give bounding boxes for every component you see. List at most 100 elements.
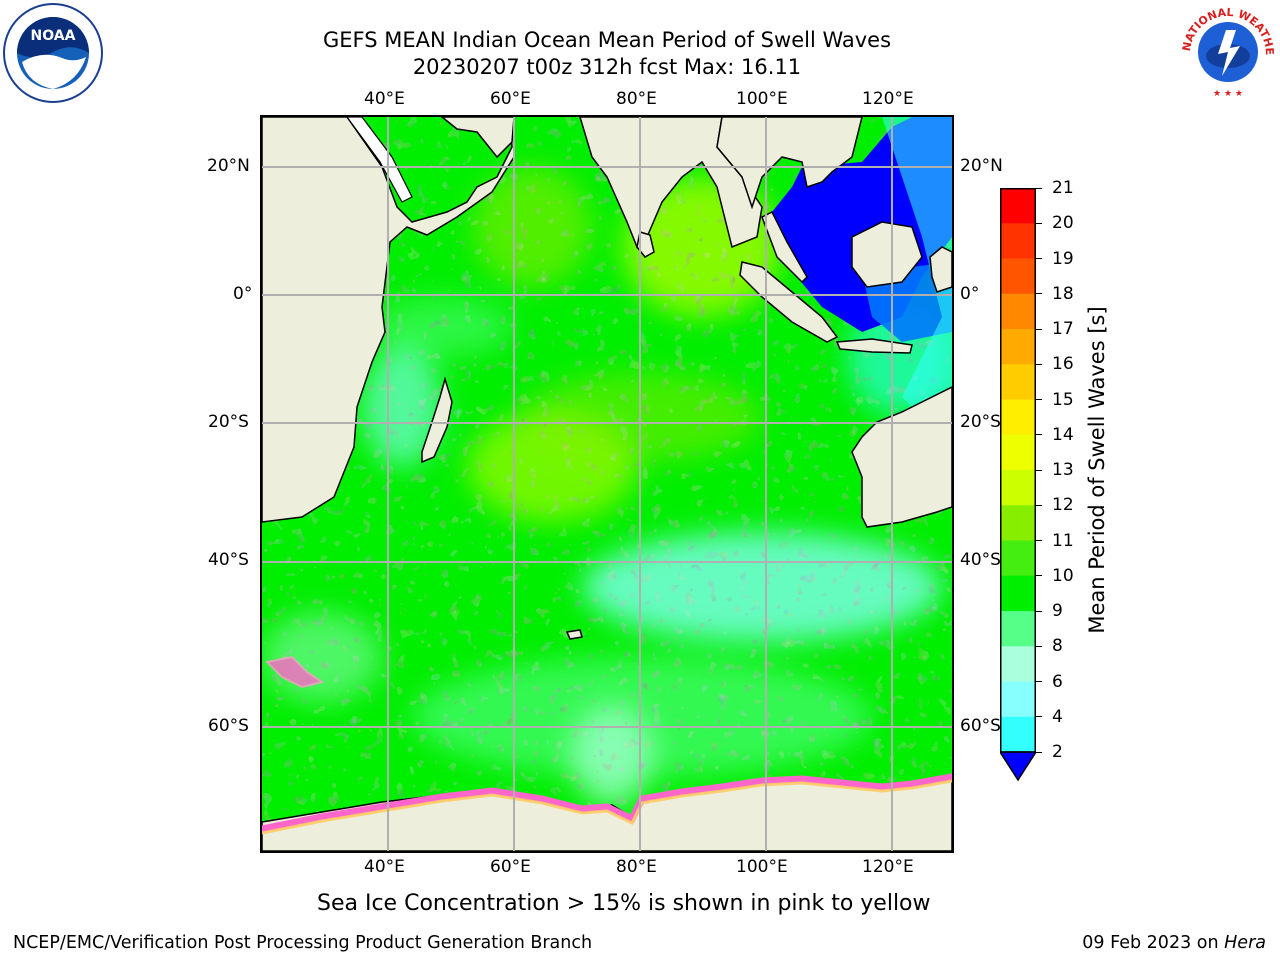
- colorbar: [998, 188, 1038, 782]
- lat-label-right-20s: 20°S: [960, 412, 1001, 432]
- colorbar-extend-triangle: [998, 751, 1038, 782]
- footer-date: 09 Feb 2023 on Hera: [1082, 932, 1266, 954]
- star-icon: ★ ★ ★: [1213, 89, 1243, 99]
- ice-patch-west: [264, 655, 325, 689]
- lat-label-left-20s: 20°S: [208, 412, 249, 432]
- footer-date-text: 09 Feb 2023 on: [1082, 933, 1225, 953]
- lon-label-top-40e: 40°E: [364, 89, 405, 109]
- lat-label-left-0: 0°: [233, 284, 253, 304]
- lon-label-bottom-40e: 40°E: [364, 857, 405, 877]
- sea-ice-edge: [262, 655, 952, 835]
- colorbar-tick-mark: [1036, 187, 1042, 189]
- lat-label-right-40s: 40°S: [960, 550, 1001, 570]
- lat-label-left-40s: 40°S: [208, 550, 249, 570]
- colorbar-tick-mark: [1036, 645, 1042, 647]
- land-malay-peninsula: [761, 210, 808, 284]
- colorbar-segment: [1000, 364, 1036, 400]
- colorbar-tick-mark: [1036, 716, 1042, 718]
- lon-label-top-80e: 80°E: [616, 89, 657, 109]
- colorbar-tick-label: 4: [1052, 706, 1063, 727]
- colorbar-segment: [1000, 505, 1036, 541]
- colorbar-segment: [1000, 470, 1036, 506]
- colorbar-tick-mark: [1036, 258, 1042, 259]
- colorbar-graphic: [998, 188, 1038, 782]
- lat-label-left-60s: 60°S: [208, 716, 249, 736]
- noaa-logo: NOAA: [2, 2, 104, 104]
- lat-label-right-60s: 60°S: [960, 716, 1001, 736]
- colorbar-tick-label: 12: [1052, 495, 1074, 516]
- land-java: [835, 338, 913, 354]
- colorbar-tick-label: 11: [1052, 530, 1074, 551]
- colorbar-tick-mark: [1036, 751, 1042, 753]
- colorbar-segment: [1000, 223, 1036, 259]
- chart-title: GEFS MEAN Indian Ocean Mean Period of Sw…: [322, 28, 892, 52]
- colorbar-tick-mark: [1036, 610, 1042, 612]
- colorbar-segment: [1000, 540, 1036, 577]
- map-gridlines: [262, 117, 952, 851]
- colorbar-tick-label: 15: [1052, 389, 1074, 410]
- colorbar-segment: [1000, 611, 1036, 647]
- land-sumatra: [739, 261, 839, 343]
- colorbar-label: Mean Period of Swell Waves [s]: [1085, 306, 1109, 634]
- colorbar-tick-mark: [1036, 222, 1042, 224]
- colorbar-tick-label: 13: [1052, 460, 1074, 480]
- colorbar-tick-label: 17: [1052, 319, 1074, 339]
- colorbar-tick-label: 2: [1052, 742, 1063, 762]
- colorbar-segment: [1000, 434, 1036, 471]
- colorbar-tick-label: 10: [1052, 565, 1074, 586]
- land-sri-lanka: [636, 231, 655, 258]
- lon-label-top-120e: 120°E: [862, 89, 914, 109]
- footer-machine: Hera: [1224, 933, 1266, 953]
- colorbar-tick-label: 21: [1052, 178, 1074, 198]
- ice-edge-pink: [262, 773, 952, 833]
- colorbar-tick-mark: [1036, 469, 1042, 471]
- colorbar-tick-mark: [1036, 575, 1042, 577]
- land-sulawesi: [929, 246, 952, 293]
- colorbar-segment: [1000, 258, 1036, 295]
- colorbar-segment: [1000, 575, 1036, 612]
- lat-label-right-0: 0°: [960, 284, 980, 304]
- nws-logo: NATIONAL WEATHER SERVICE ★ ★ ★: [1174, 0, 1278, 102]
- land-madagascar: [421, 376, 453, 464]
- chart-subtitle: 20230207 t00z 312h fcst Max: 16.11: [412, 55, 802, 79]
- colorbar-tick-label: 6: [1052, 671, 1063, 692]
- colorbar-tick-label: 14: [1052, 424, 1074, 445]
- colorbar-segment: [1000, 329, 1036, 365]
- colorbar-tick-mark: [1036, 328, 1042, 330]
- field-maritime-coast: [882, 117, 952, 417]
- colorbar-tick-label: 18: [1052, 283, 1074, 304]
- lon-label-bottom-120e: 120°E: [862, 857, 914, 877]
- noaa-logo-text: NOAA: [31, 28, 76, 44]
- sea-ice-note: Sea Ice Concentration > 15% is shown in …: [317, 891, 931, 916]
- colorbar-tick-mark: [1036, 504, 1042, 506]
- colorbar-tick-label: 8: [1052, 636, 1063, 657]
- lat-label-right-20n: 20°N: [960, 156, 1003, 176]
- colorbar-tick-label: 20: [1052, 213, 1074, 234]
- lon-label-bottom-60e: 60°E: [490, 857, 531, 877]
- map-panel: [260, 115, 954, 853]
- colorbar-tick-mark: [1036, 540, 1042, 541]
- colorbar-tick-mark: [1036, 681, 1042, 682]
- colorbar-tick-mark: [1036, 293, 1042, 295]
- land-red-sea-coast: [346, 117, 413, 203]
- lon-label-bottom-100e: 100°E: [736, 857, 788, 877]
- colorbar-segment: [1000, 188, 1036, 224]
- colorbar-tick-label: 16: [1052, 354, 1074, 375]
- colorbar-tick-mark: [1036, 363, 1042, 365]
- colorbar-segment: [1000, 646, 1036, 682]
- lon-label-top-100e: 100°E: [736, 89, 788, 109]
- land-kerguelen: [565, 629, 583, 640]
- colorbar-outline: [1000, 188, 1036, 753]
- footer-credit: NCEP/EMC/Verification Post Processing Pr…: [13, 933, 593, 953]
- land-indochina: [716, 117, 863, 210]
- lon-label-top-60e: 60°E: [490, 89, 531, 109]
- lat-label-left-20n: 20°N: [207, 156, 250, 176]
- colorbar-tick-label: 19: [1052, 248, 1074, 269]
- map-plot-area: [262, 117, 952, 851]
- land-borneo: [851, 221, 923, 288]
- lon-label-bottom-80e: 80°E: [616, 857, 657, 877]
- colorbar-tick-mark: [1036, 434, 1042, 436]
- colorbar-tick-label: 9: [1052, 601, 1063, 621]
- colorbar-tick-mark: [1036, 399, 1042, 400]
- colorbar-segment: [1000, 399, 1036, 436]
